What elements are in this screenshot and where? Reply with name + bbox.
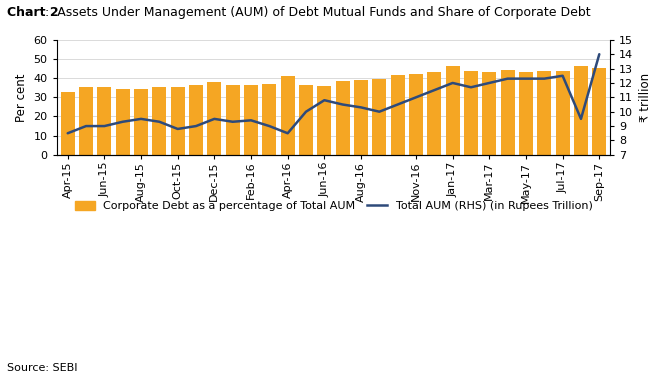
Bar [446, 66, 460, 155]
Bar [171, 87, 185, 155]
Bar [556, 70, 570, 155]
Bar [226, 85, 239, 155]
Bar [501, 69, 514, 155]
Bar [97, 87, 111, 155]
Bar [189, 85, 203, 155]
Y-axis label: Per cent: Per cent [15, 73, 28, 122]
Bar [317, 86, 331, 155]
Bar [409, 74, 423, 155]
Bar [207, 82, 221, 155]
Bar [61, 92, 75, 155]
Bar [428, 72, 441, 155]
Bar [116, 89, 129, 155]
Bar [538, 72, 551, 155]
Bar [299, 85, 313, 155]
Bar [153, 87, 166, 155]
Legend: Corporate Debt as a percentage of Total AUM, Total AUM (RHS) (in Rupees Trillion: Corporate Debt as a percentage of Total … [70, 197, 597, 216]
Bar [354, 80, 368, 155]
Text: :  Assets Under Management (AUM) of Debt Mutual Funds and Share of Corporate Deb: : Assets Under Management (AUM) of Debt … [45, 6, 591, 19]
Bar [519, 72, 533, 155]
Bar [79, 87, 93, 155]
Text: Source: SEBI: Source: SEBI [7, 363, 77, 373]
Bar [464, 72, 478, 155]
Bar [134, 89, 148, 155]
Bar [372, 79, 386, 155]
Y-axis label: ₹ trillion: ₹ trillion [639, 73, 652, 122]
Bar [244, 85, 258, 155]
Bar [482, 72, 496, 155]
Bar [574, 66, 588, 155]
Bar [263, 84, 276, 155]
Bar [336, 81, 350, 155]
Text: Chart 2: Chart 2 [7, 6, 58, 19]
Bar [592, 67, 606, 155]
Bar [281, 76, 295, 155]
Bar [391, 75, 404, 155]
